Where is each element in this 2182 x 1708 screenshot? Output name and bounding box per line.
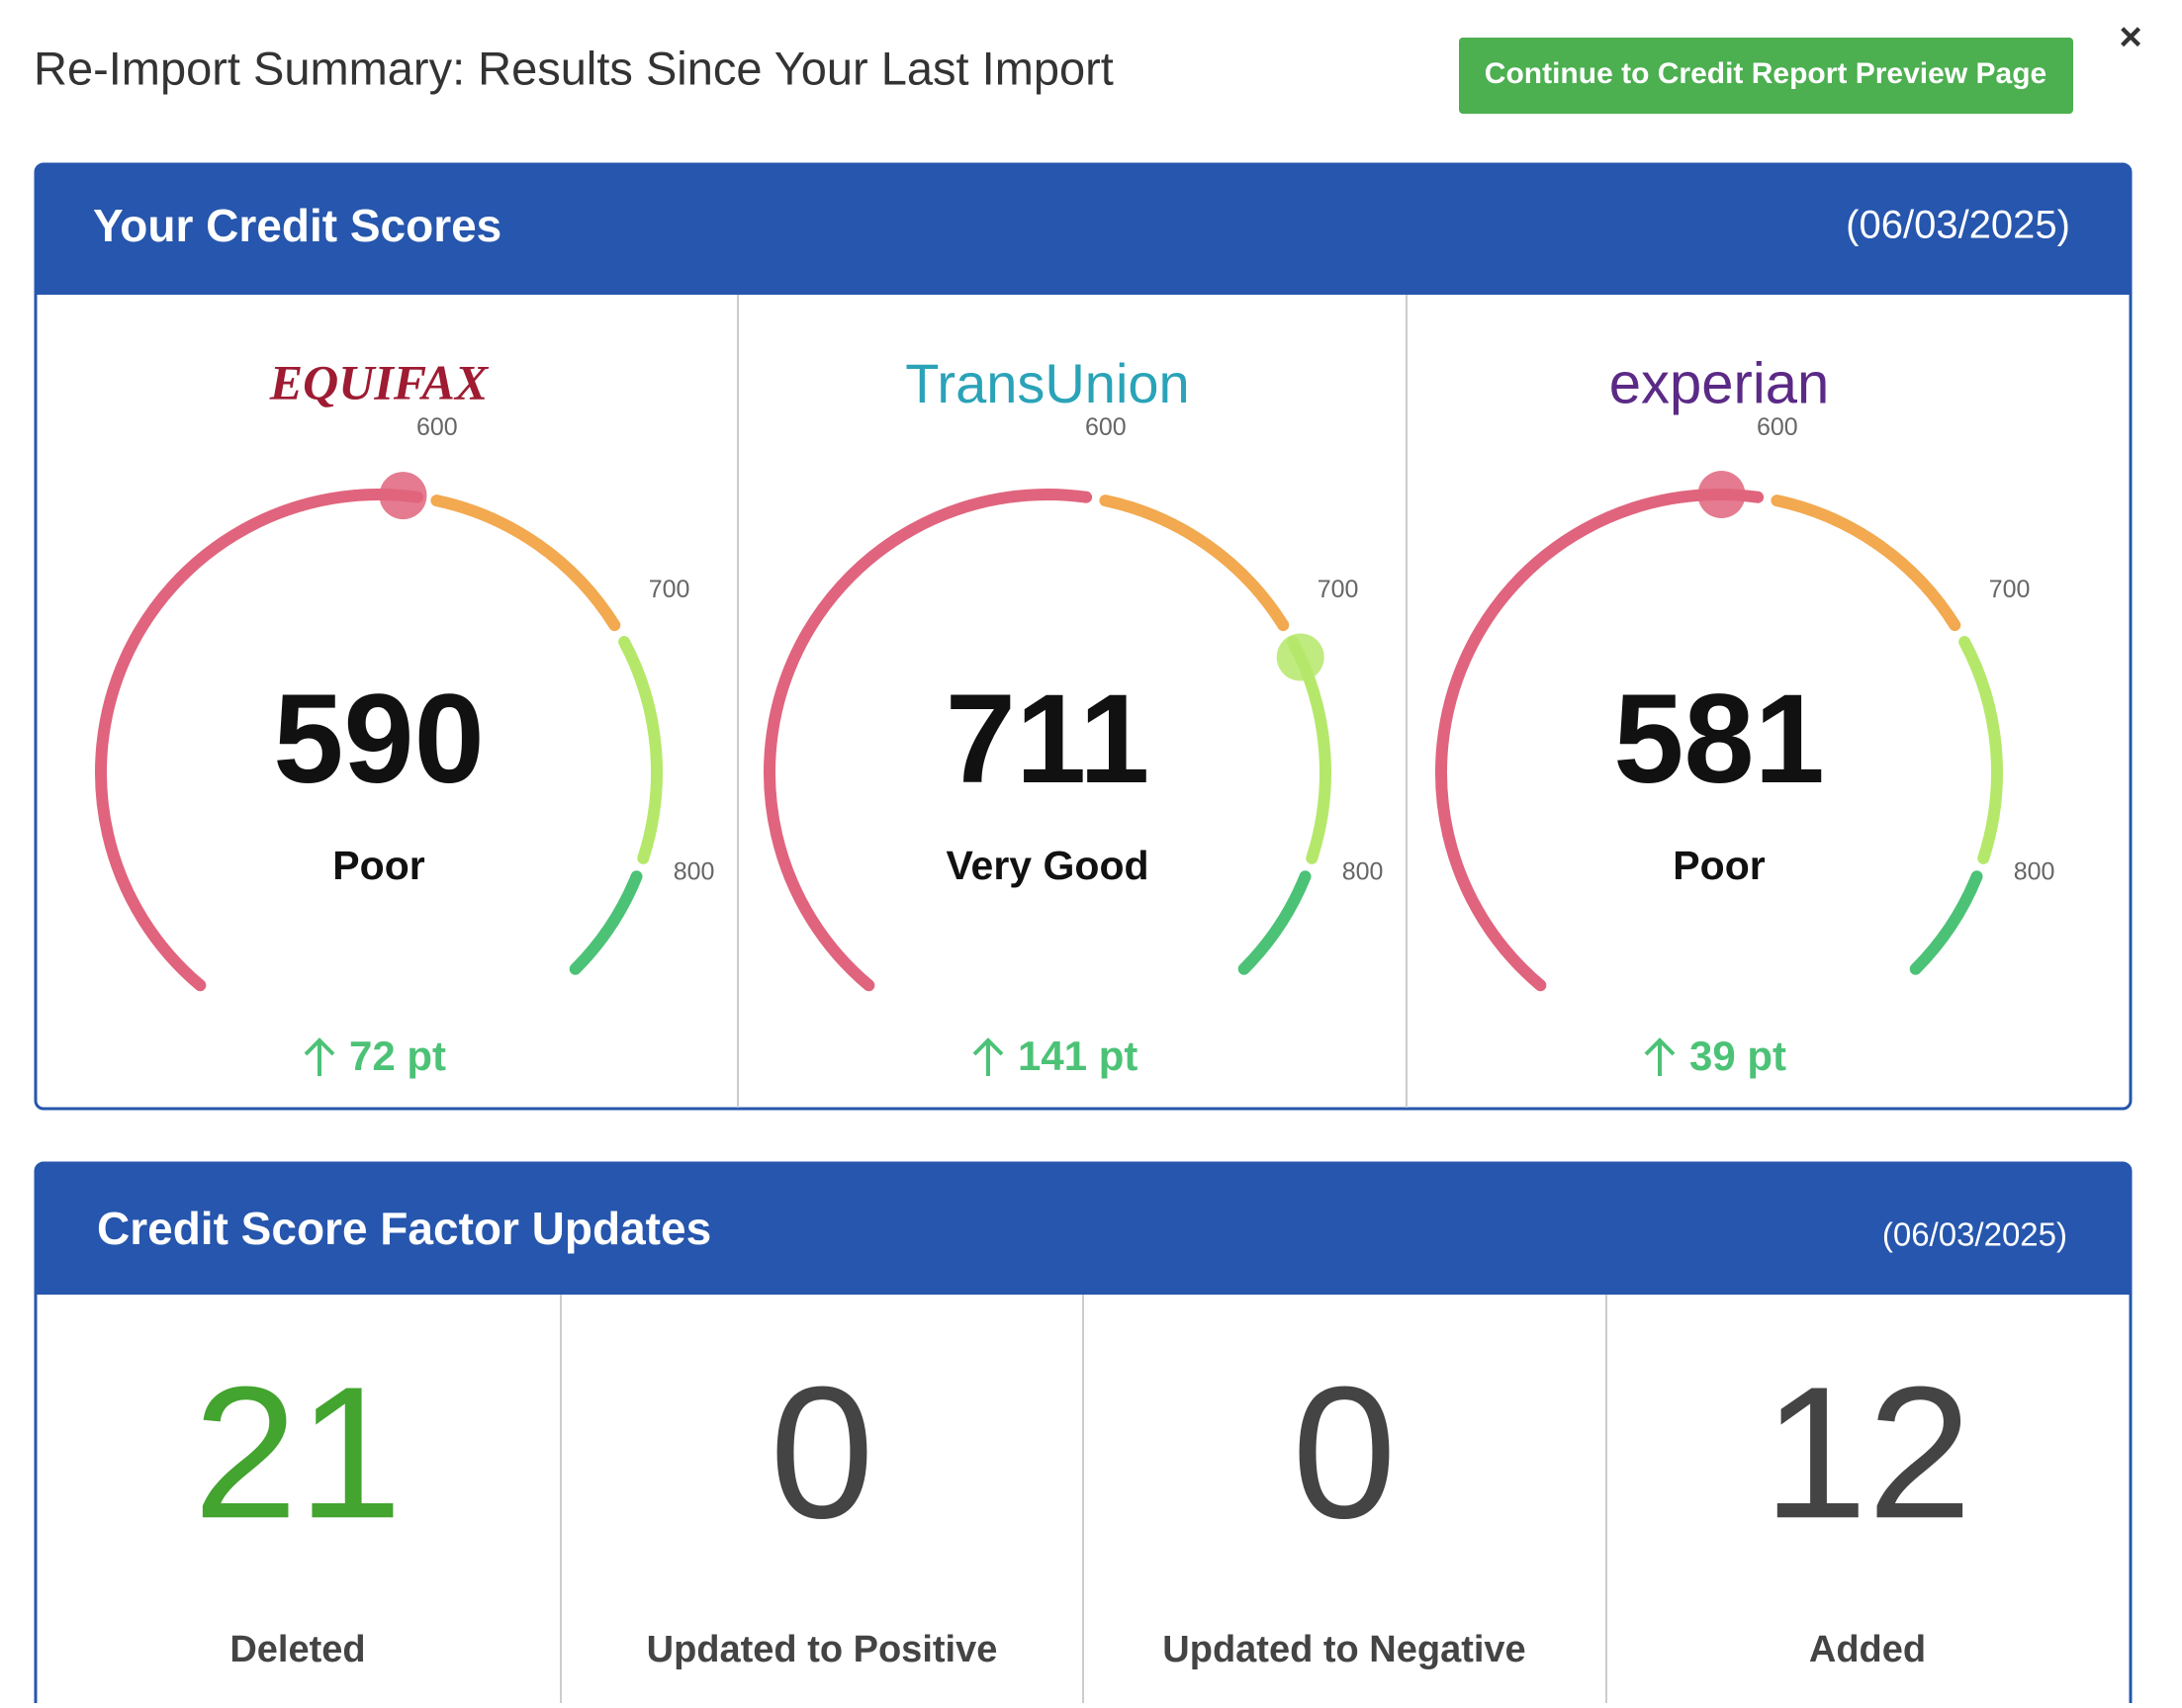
gauge-tick-label: 700: [1318, 576, 1359, 603]
rating: Poor: [1673, 843, 1765, 888]
score-marker: [379, 472, 427, 520]
gauge-segment: [1435, 489, 1765, 992]
gauge-tick-label: 700: [649, 576, 690, 603]
score: 711: [946, 669, 1150, 810]
rating: Very Good: [946, 843, 1148, 888]
gauge-segment: [1099, 494, 1290, 632]
gauge-segment: [95, 489, 424, 992]
page-title: Re-Import Summary: Results Since Your La…: [34, 42, 1114, 94]
gauge-tick-label: 800: [2014, 858, 2055, 886]
up-arrow: [972, 1037, 1004, 1076]
score-change: 72 pt: [349, 1033, 446, 1079]
factor-label: Deleted: [229, 1629, 365, 1670]
factor-count: 0: [1292, 1348, 1397, 1558]
gauge-segment: [1958, 636, 2003, 864]
bureau-logo: TransUnion: [905, 352, 1189, 414]
gauge-segment: [764, 489, 1093, 992]
scores-panel-date: (06/03/2025): [1846, 204, 2070, 247]
score-marker: [1697, 471, 1746, 519]
scores-panel-title: Your Credit Scores: [93, 200, 501, 251]
gauge-tick-label: 600: [1085, 413, 1127, 441]
factors-panel-title: Credit Score Factor Updates: [97, 1203, 711, 1254]
up-arrow: [304, 1037, 335, 1076]
gauge-tick-label: 600: [416, 413, 458, 441]
bureau-logo: experian: [1609, 351, 1829, 415]
gauge-segment: [1771, 494, 1961, 632]
factor-label: Updated to Negative: [1162, 1629, 1525, 1670]
rating: Poor: [332, 843, 424, 888]
gauge-tick-label: 700: [1989, 576, 2031, 603]
scores-panel-header: [36, 164, 2131, 295]
score-change: 39 pt: [1689, 1033, 1786, 1079]
factor-label: Updated to Positive: [647, 1629, 998, 1670]
factor-count: 21: [193, 1348, 402, 1558]
score-change: 141 pt: [1018, 1033, 1137, 1079]
gauge-segment: [1909, 870, 1983, 975]
gauge-segment: [1237, 870, 1312, 975]
gauge-segment: [569, 870, 643, 975]
score-marker: [1276, 633, 1324, 681]
gauge-segment: [430, 494, 621, 632]
factor-count: 0: [770, 1348, 874, 1558]
gauge-segment: [618, 636, 663, 864]
score: 590: [273, 669, 485, 810]
gauge-tick-label: 800: [1342, 858, 1384, 886]
continue-button-label[interactable]: Continue to Credit Report Preview Page: [1485, 57, 2046, 90]
gauge-tick-label: 800: [674, 858, 715, 886]
scores-panel: [34, 162, 2133, 1111]
continue-button[interactable]: [1459, 38, 2073, 114]
factors-panel-date: (06/03/2025): [1882, 1216, 2067, 1253]
up-arrow: [1644, 1037, 1676, 1076]
close-button[interactable]: ×: [2119, 16, 2141, 59]
score: 581: [1613, 669, 1825, 810]
factor-count: 12: [1763, 1348, 1971, 1558]
gauge-tick-label: 600: [1757, 413, 1798, 441]
bureau-logo: EQUIFAX: [269, 354, 490, 409]
factor-label: Added: [1809, 1629, 1926, 1670]
factors-panel-header: [36, 1163, 2131, 1295]
